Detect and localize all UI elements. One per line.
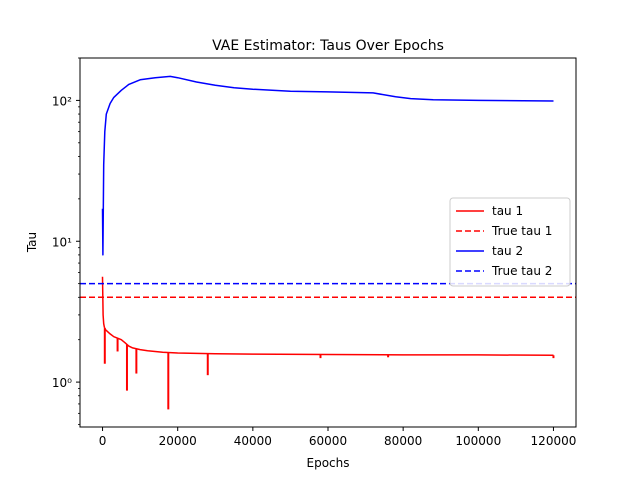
y-tick-label: 10⁰ (52, 376, 72, 390)
x-tick-label: 60000 (309, 434, 347, 448)
series-tau-2-line (101, 75, 554, 256)
x-tick-label: 40000 (234, 434, 272, 448)
x-axis-label: Epochs (307, 456, 350, 470)
axes: 0 20000 40000 60000 80000 100000 120000 10⁰ 10¹ 1… (52, 57, 577, 448)
legend-label: True tau 1 (491, 224, 552, 238)
x-tick-label: 20000 (159, 434, 197, 448)
legend: tau 1 True tau 1 tau 2 True tau 2 (449, 197, 571, 287)
chart-title: VAE Estimator: Taus Over Epochs (212, 38, 444, 54)
y-tick-label: 10¹ (52, 235, 72, 249)
x-tick-label: 100000 (455, 434, 501, 448)
legend-label: tau 2 (492, 244, 523, 258)
x-tick-label: 120000 (531, 434, 577, 448)
legend-label: True tau 2 (491, 264, 552, 278)
plot-area (80, 75, 576, 410)
legend-label: tau 1 (492, 204, 523, 218)
y-tick-label: 10² (52, 94, 72, 108)
x-tick-label: 0 (99, 434, 107, 448)
legend-box (449, 197, 571, 287)
y-axis-label: Tau (25, 232, 39, 253)
series-tau-1-line (101, 276, 554, 357)
x-tick-label: 80000 (384, 434, 422, 448)
